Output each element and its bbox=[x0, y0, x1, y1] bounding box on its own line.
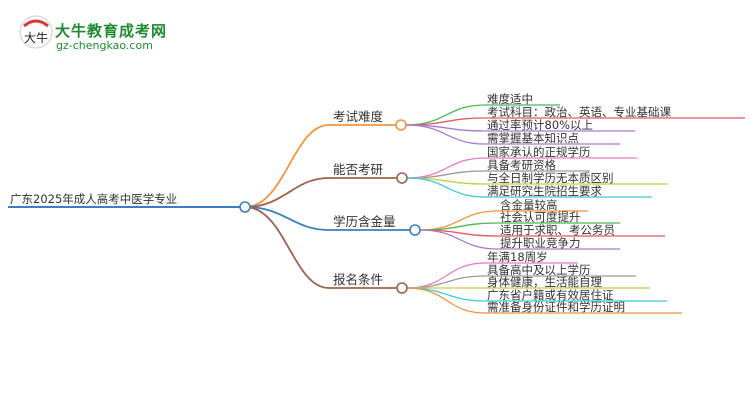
leaf-label: 国家承认的正规学历 bbox=[487, 145, 591, 159]
leaf-label: 通过率预计80%以上 bbox=[487, 118, 593, 132]
leaf-label: 与全日制学历无本质区别 bbox=[487, 171, 614, 185]
svg-text:大牛: 大牛 bbox=[24, 30, 48, 45]
leaf-label: 身体健康，生活能自理 bbox=[487, 275, 602, 289]
leaf-label: 需准备身份证件和学历证明 bbox=[487, 300, 625, 314]
branch-label: 能否考研 bbox=[333, 162, 383, 177]
leaf-connector bbox=[406, 177, 486, 198]
branch-node bbox=[396, 282, 408, 294]
leaf-connector bbox=[406, 287, 486, 314]
branch-connector bbox=[244, 206, 330, 231]
leaf-label: 广东省户籍或有效居住证 bbox=[487, 288, 614, 302]
brand-url: gz-chengkao.com bbox=[56, 39, 153, 52]
root-label: 广东2025年成人高考中医学专业 bbox=[10, 192, 177, 206]
leaf-connector bbox=[406, 287, 486, 302]
leaf-label: 具备高中及以上学历 bbox=[487, 263, 591, 277]
branch-connector bbox=[244, 124, 330, 208]
root-node bbox=[239, 201, 251, 213]
branch-label: 报名条件 bbox=[333, 272, 383, 287]
leaf-connector bbox=[406, 262, 486, 289]
branch-node bbox=[396, 172, 408, 184]
leaf-label: 难度适中 bbox=[487, 92, 533, 106]
leaf-connector bbox=[406, 275, 486, 289]
leaf-label: 年满18周岁 bbox=[487, 250, 548, 264]
brand-name: 大牛教育成考网 bbox=[55, 22, 168, 40]
leaf-label: 提升职业竞争力 bbox=[500, 236, 581, 250]
leaf-label: 考试科目：政治、英语、专业基础课 bbox=[487, 105, 671, 119]
branch-label: 学历含金量 bbox=[333, 214, 396, 229]
branch-label: 考试难度 bbox=[333, 109, 384, 124]
leaf-label: 需掌握基本知识点 bbox=[487, 131, 579, 145]
leaf-label: 适用于求职、考公务员 bbox=[500, 223, 615, 237]
leaf-connector bbox=[405, 124, 486, 145]
logo-mark-icon: 大牛 bbox=[19, 15, 53, 49]
leaf-label: 具备考研资格 bbox=[487, 158, 556, 172]
leaf-label: 社会认可度提升 bbox=[500, 210, 581, 224]
branch-node bbox=[409, 224, 421, 236]
branch-connector bbox=[244, 177, 330, 208]
branch-connector bbox=[244, 206, 330, 289]
leaf-connector bbox=[419, 229, 499, 250]
leaf-label: 含金量较高 bbox=[500, 198, 558, 212]
leaf-label: 满足研究生院招生要求 bbox=[487, 184, 602, 198]
branch-node bbox=[395, 119, 407, 131]
